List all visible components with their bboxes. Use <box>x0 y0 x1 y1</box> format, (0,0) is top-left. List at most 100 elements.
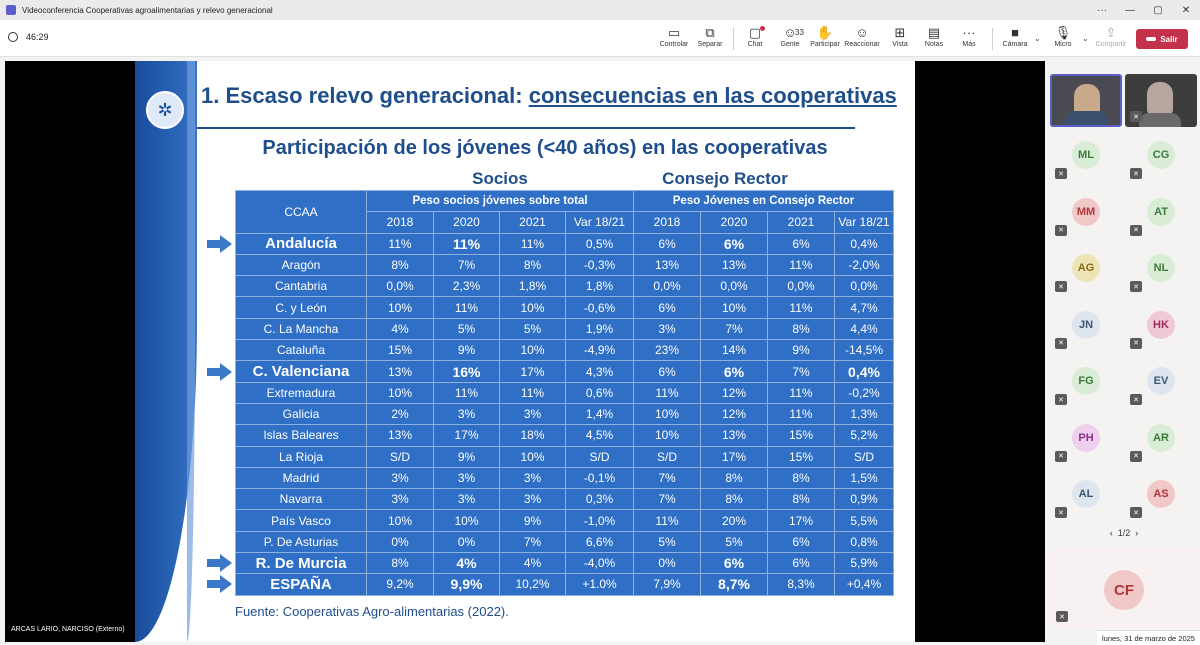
control-button[interactable]: ▭ Controlar <box>654 25 694 48</box>
maximize-icon[interactable]: ▢ <box>1153 4 1163 16</box>
minimize-icon[interactable]: — <box>1125 4 1135 16</box>
value-cell: 6% <box>633 296 701 319</box>
value-cell: 10% <box>633 424 701 447</box>
share-button[interactable]: ⇪ Compartir <box>1091 25 1131 48</box>
leave-button[interactable]: Salir <box>1136 29 1188 49</box>
slide-source: Fuente: Cooperativas Agro-alimentarias (… <box>235 604 509 619</box>
value-cell: 17% <box>700 445 768 468</box>
region-cell: Islas Baleares <box>235 424 367 447</box>
participant-tile[interactable]: NL ✕ <box>1125 244 1197 297</box>
highlight-arrow-icon <box>207 554 233 573</box>
chat-button[interactable]: ▢ Chat <box>735 25 775 48</box>
value-cell: 5,9% <box>833 552 895 575</box>
participant-tile[interactable]: AL ✕ <box>1050 470 1122 523</box>
region-cell: Galicia <box>235 402 367 426</box>
value-cell: 5% <box>499 317 566 341</box>
teams-icon <box>6 5 16 15</box>
value-cell: -4,0% <box>565 552 634 575</box>
table-row: Extremadura 10% 11% 11% 0,6% 11% 12% 11% -0,2% <box>235 381 895 404</box>
value-cell: 11% <box>366 232 434 255</box>
participant-tile[interactable]: AG ✕ <box>1050 244 1122 297</box>
value-cell: 11% <box>433 296 500 319</box>
raise-hand-button[interactable]: ✋ Participar <box>805 25 845 48</box>
table-row: Andalucía 11% 11% 11% 0,5% 6% 6% 6% 0,4% <box>235 232 895 255</box>
value-cell: 7% <box>633 488 701 511</box>
table-row: Islas Baleares 13% 17% 18% 4,5% 10% 13% 15% 5,2% <box>235 424 895 447</box>
participant-tile[interactable]: AS ✕ <box>1125 470 1197 523</box>
table-row: Cataluña 15% 9% 10% -4,9% 23% 14% 9% -14,5% <box>235 339 895 362</box>
mic-muted-icon: ✕ <box>1130 111 1142 122</box>
participant-video <box>1074 84 1100 116</box>
share-icon: ⇪ <box>1105 25 1117 40</box>
mic-button[interactable]: 🎙 Micro <box>1043 25 1083 48</box>
participant-video-body <box>1066 111 1108 125</box>
react-button[interactable]: ☺ Reaccionar <box>842 25 882 48</box>
participant-tile[interactable]: FG ✕ <box>1050 357 1122 410</box>
value-cell: 3% <box>366 488 434 511</box>
value-cell: 10% <box>499 445 566 468</box>
shield-icon <box>8 32 18 42</box>
participant-tile[interactable]: AR ✕ <box>1125 413 1197 467</box>
header-year: 2020 <box>433 211 500 234</box>
value-cell: 13% <box>700 253 768 277</box>
value-cell: 11% <box>433 381 500 404</box>
value-cell: 12% <box>700 402 768 426</box>
value-cell: 8,7% <box>700 573 768 596</box>
value-cell: 0,0% <box>633 275 701 298</box>
close-icon[interactable]: ✕ <box>1181 4 1191 16</box>
camera-options-chevron-icon[interactable]: ⌄ <box>1034 34 1041 43</box>
value-cell: 10,2% <box>499 573 566 596</box>
participant-tile[interactable]: ML ✕ <box>1050 131 1122 184</box>
participant-tile-large[interactable]: CF ✕ <box>1050 548 1198 628</box>
avatar: AS <box>1147 480 1175 508</box>
value-cell: 11% <box>767 296 835 319</box>
value-cell: 8% <box>366 552 434 575</box>
value-cell: 9% <box>433 339 500 362</box>
popout-button[interactable]: ⧉ Separar <box>690 25 730 48</box>
notes-button[interactable]: ▤ Notas <box>914 25 954 48</box>
group-label-socios: Socios <box>472 169 528 188</box>
participant-tile[interactable]: EV ✕ <box>1125 357 1197 410</box>
value-cell: 4,5% <box>565 424 634 447</box>
value-cell: -1,0% <box>565 509 634 532</box>
notification-dot <box>760 26 765 31</box>
participant-tile[interactable]: HK ✕ <box>1125 300 1197 354</box>
value-cell: 1,4% <box>565 402 634 426</box>
value-cell: -0,6% <box>565 296 634 319</box>
participant-tile[interactable]: AT ✕ <box>1125 187 1197 241</box>
value-cell: 13% <box>366 424 434 447</box>
avatar: AT <box>1147 197 1175 226</box>
value-cell: 0,0% <box>833 275 895 298</box>
people-button[interactable]: ☺ 33 Gente <box>770 25 810 48</box>
value-cell: 9,9% <box>433 573 500 596</box>
value-cell: 8% <box>700 488 768 511</box>
participant-tile[interactable]: CG ✕ <box>1125 131 1197 184</box>
value-cell: 0,6% <box>565 381 634 404</box>
video-tile-participant[interactable]: ✕ <box>1125 74 1197 127</box>
next-page-chevron-icon[interactable]: › <box>1135 528 1139 538</box>
value-cell: 13% <box>700 424 768 447</box>
prev-page-chevron-icon[interactable]: ‹ <box>1109 528 1113 538</box>
table-row: Aragón 8% 7% 8% -0,3% 13% 13% 11% -2,0% <box>235 253 895 277</box>
value-cell: 11% <box>767 402 835 426</box>
more-button[interactable]: ··· Más <box>949 25 989 48</box>
camera-button[interactable]: ■ Cámara <box>995 25 1035 48</box>
view-button[interactable]: ⊞ Vista <box>880 25 920 48</box>
value-cell: 15% <box>366 339 434 362</box>
more-options-icon[interactable]: ··· <box>1097 4 1107 16</box>
participant-tile[interactable]: MM ✕ <box>1050 187 1122 241</box>
highlight-arrow-icon <box>207 575 233 594</box>
meeting-toolbar: 46:29 ▭ Controlar ⧉ Separar ▢ Chat ☺ 33 … <box>0 20 1200 57</box>
table-row: La Rioja S/D 9% 10% S/D S/D 17% 15% S/D <box>235 445 895 468</box>
mic-options-chevron-icon[interactable]: ⌄ <box>1082 34 1089 43</box>
table-row: C. y León 10% 11% 10% -0,6% 6% 10% 11% 4,7% <box>235 296 895 319</box>
participant-tile[interactable]: PH ✕ <box>1050 413 1122 467</box>
value-cell: -0,2% <box>833 381 895 404</box>
region-cell: R. De Murcia <box>235 552 367 575</box>
mic-muted-icon: ✕ <box>1055 450 1067 462</box>
value-cell: 0,4% <box>833 360 895 383</box>
value-cell: 3% <box>433 402 500 426</box>
video-tile-presenter[interactable] <box>1050 74 1122 127</box>
value-cell: 4% <box>366 317 434 341</box>
participant-tile[interactable]: JN ✕ <box>1050 300 1122 354</box>
